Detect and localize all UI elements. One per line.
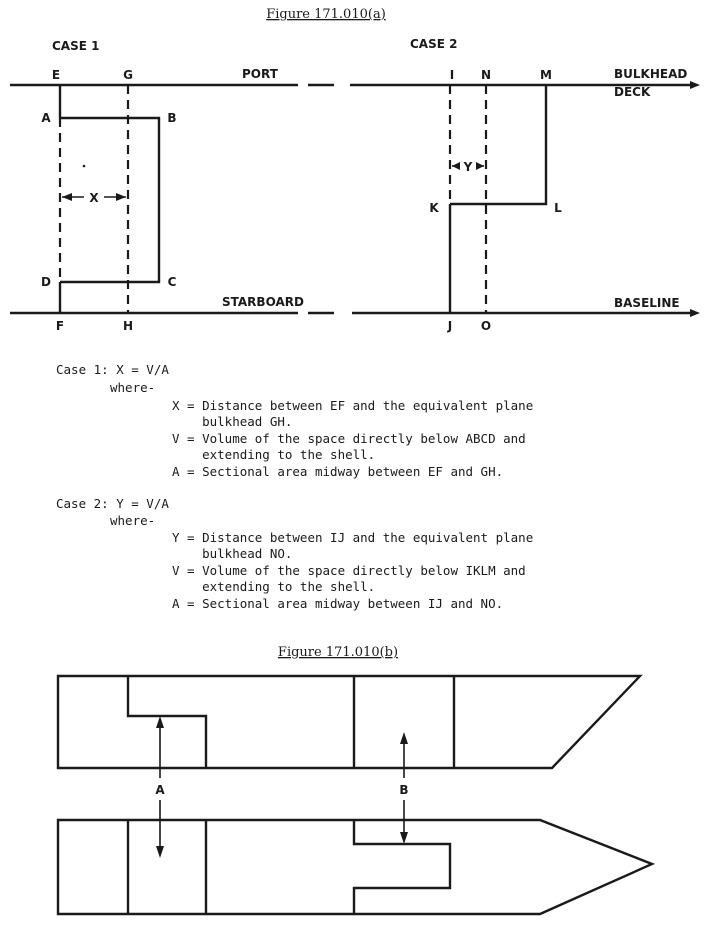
step-abcd — [60, 116, 161, 284]
case1-line: extending to the shell. — [172, 447, 375, 462]
case1-title: CASE 1 — [52, 39, 99, 53]
case2-line: extending to the shell. — [172, 579, 375, 594]
case2-formula: Case 2: Y = V/A — [56, 496, 169, 511]
starboard-label: STARBOARD — [222, 295, 304, 309]
case2-line: A = Sectional area midway between IJ and… — [172, 596, 503, 611]
case2-line: bulkhead NO. — [172, 546, 292, 561]
arrow-a-head-down — [156, 846, 164, 858]
point-a: A — [41, 111, 51, 125]
case2-where: where- — [110, 513, 155, 528]
hull-bottom-step-b — [352, 820, 452, 914]
label-a: A — [155, 783, 165, 797]
point-b: B — [167, 111, 176, 125]
case1-where: where- — [110, 380, 155, 395]
y-arrowhead-left — [452, 162, 460, 170]
y-arrowhead-right — [476, 162, 484, 170]
case2-line: V = Volume of the space directly below I… — [172, 563, 526, 578]
figure-a-caption: Figure 171.010(a) — [266, 7, 386, 22]
case2-line: Y = Distance between IJ and the equivale… — [172, 530, 533, 545]
x-arrowhead-left — [62, 193, 72, 201]
point-h: H — [123, 319, 133, 333]
deck-arrowhead — [690, 81, 700, 89]
point-o: O — [481, 319, 491, 333]
case1-line: A = Sectional area midway between EF and… — [172, 464, 503, 479]
y-label: Y — [463, 160, 473, 174]
legend-case1: Case 1: X = V/A where- X = Distance betw… — [56, 362, 533, 479]
baseline-arrowhead — [690, 309, 700, 317]
case2-title: CASE 2 — [410, 37, 457, 51]
case1-line: X = Distance between EF and the equivale… — [172, 398, 533, 413]
label-b: B — [399, 783, 408, 797]
arrow-a-head-up — [156, 716, 164, 728]
port-label: PORT — [242, 67, 279, 81]
point-d: D — [41, 275, 51, 289]
point-g: G — [123, 68, 133, 82]
hull-top-step-a — [126, 676, 208, 768]
point-m: M — [540, 68, 552, 82]
case1-line: V = Volume of the space directly below A… — [172, 431, 526, 446]
point-e: E — [52, 68, 60, 82]
point-n: N — [481, 68, 491, 82]
x-label: X — [89, 191, 99, 205]
x-arrowhead-right — [116, 193, 126, 201]
point-j: J — [447, 319, 452, 333]
deck-label: DECK — [614, 85, 651, 99]
step-klm — [450, 85, 548, 206]
point-f: F — [56, 319, 64, 333]
legend-case2: Case 2: Y = V/A where- Y = Distance betw… — [56, 496, 533, 611]
figure-b-caption: Figure 171.010(b) — [278, 645, 398, 660]
case1-line: bulkhead GH. — [172, 414, 292, 429]
arrow-b-head-up — [400, 732, 408, 744]
point-k: K — [429, 201, 439, 215]
case1-formula: Case 1: X = V/A — [56, 362, 169, 377]
arrow-b-head-down — [400, 832, 408, 844]
baseline-label: BASELINE — [614, 296, 680, 310]
bulkhead-label: BULKHEAD — [614, 67, 687, 81]
hull-bottom-outline — [56, 818, 656, 916]
point-l: L — [554, 201, 562, 215]
point-c: C — [168, 275, 177, 289]
point-i: I — [450, 68, 454, 82]
stray-dot — [82, 164, 86, 168]
hull-top-outline — [56, 674, 643, 770]
